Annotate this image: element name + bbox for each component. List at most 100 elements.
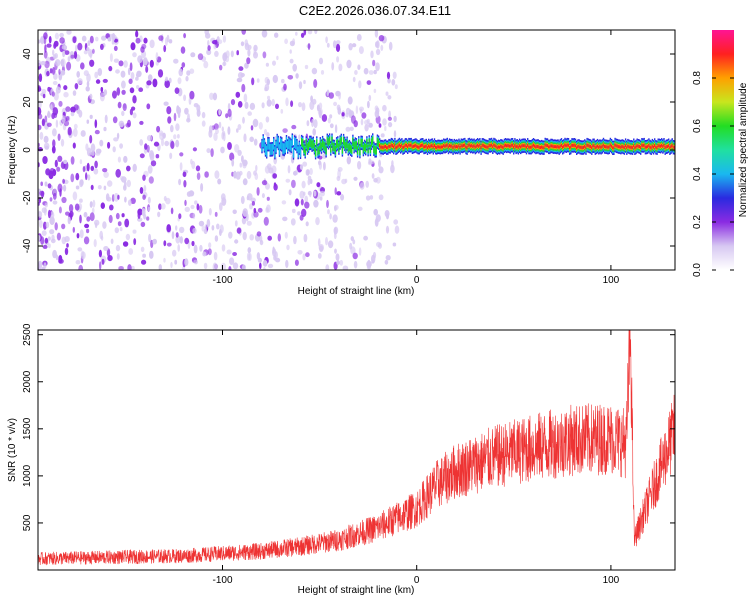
spectrogram-cell xyxy=(488,143,490,147)
spectrogram-cell xyxy=(219,202,223,211)
spectrogram-cell xyxy=(212,262,218,270)
spectrogram-cell xyxy=(50,104,53,111)
spectrogram-cell xyxy=(393,130,397,138)
spectrogram-cell xyxy=(394,225,400,234)
spectrogram-cell xyxy=(514,143,516,147)
spectrogram-cell xyxy=(339,138,341,147)
spectrogram-cell xyxy=(623,146,626,150)
spectrogram-cell xyxy=(163,240,167,247)
spectrogram-cell xyxy=(225,50,230,58)
spectrogram-cell xyxy=(532,143,535,147)
spectrogram-cell xyxy=(211,225,215,231)
spectrogram-cell xyxy=(47,209,51,219)
spectrogram-cell xyxy=(415,144,417,147)
spectrogram-cell xyxy=(131,265,135,270)
spectrogram-cell xyxy=(303,30,307,36)
spectrogram-cell xyxy=(285,259,289,269)
spectrogram-cell xyxy=(105,193,110,201)
spectrogram-cell xyxy=(574,144,577,148)
spectrogram-cell xyxy=(462,144,465,147)
spectrogram-cell xyxy=(86,80,90,88)
spectrogram-cell xyxy=(253,48,257,55)
spectrogram-cell xyxy=(557,145,559,148)
spectrogram-cell xyxy=(95,79,101,84)
spectrogram-cell xyxy=(94,71,99,79)
spectrogram-cell xyxy=(309,178,313,184)
spectrogram-cell xyxy=(391,79,396,86)
spectrogram-cell xyxy=(171,231,175,240)
spectrogram-cell xyxy=(585,146,587,150)
spectrogram-cell xyxy=(206,219,211,228)
spectrogram-cell xyxy=(178,178,182,186)
spectrogram-cell xyxy=(624,144,627,148)
spectrogram-cell xyxy=(81,251,86,260)
spectrogram-cell xyxy=(287,165,291,174)
spectrogram-cell xyxy=(51,145,56,154)
spectrogram-cell xyxy=(393,115,397,123)
spectrogram-cell xyxy=(358,139,360,148)
spectrogram-cell xyxy=(57,155,63,162)
spectrogram-cell xyxy=(170,124,174,133)
spectrogram-cell xyxy=(306,120,310,127)
spectrogram-cell xyxy=(341,178,347,185)
spectrogram-cell xyxy=(79,214,82,224)
spectrogram-cell xyxy=(314,148,317,157)
spectrogram-cell xyxy=(256,187,260,196)
spectrogram-cell xyxy=(472,145,474,148)
spectrogram-cell xyxy=(252,118,259,128)
spectrogram-cell xyxy=(513,145,515,149)
spectrogram-cell xyxy=(214,50,219,58)
spectrogram-cell xyxy=(375,48,381,56)
spectrogram-cell xyxy=(318,109,322,119)
spectrogram-cell xyxy=(374,146,376,155)
spectrogram-cell xyxy=(525,145,528,149)
spectrogram-cell xyxy=(342,265,349,270)
spectrogram-cell xyxy=(229,152,235,161)
spectrogram-cell xyxy=(414,144,416,148)
spectrogram-cell xyxy=(588,144,591,148)
snr-series-line xyxy=(38,330,675,566)
spectrogram-cell xyxy=(135,76,139,81)
spectrogram-cell xyxy=(162,132,166,139)
spectrogram-cell xyxy=(261,140,263,152)
spectrogram-cell xyxy=(480,146,482,150)
spectrogram-cell xyxy=(150,160,157,167)
spectrogram-cell xyxy=(295,138,297,149)
spectrogram-cell xyxy=(494,144,496,148)
spectrogram-cell xyxy=(380,133,385,138)
spectrogram-cell xyxy=(323,141,325,150)
spectrogram-cell xyxy=(140,221,146,228)
spectrogram-cell xyxy=(207,45,211,51)
spectrogram-cell xyxy=(305,221,309,227)
spectrogram-cell xyxy=(326,89,330,97)
spectrogram-cell xyxy=(119,226,123,232)
spectrogram-cell xyxy=(117,156,121,163)
spectrogram-cell xyxy=(264,83,270,92)
spectrogram-cell xyxy=(208,208,212,216)
spectrogram-cell xyxy=(271,143,274,155)
spectrogram-cell xyxy=(278,144,281,156)
spectrogram-cell xyxy=(437,145,439,149)
spectrogram-cell xyxy=(340,194,345,201)
spectrogram-cell xyxy=(273,138,275,150)
spectrogram-cell xyxy=(249,234,254,241)
snr-xlabel: Height of straight line (km) xyxy=(298,585,415,596)
spectrogram-xlabel: Height of straight line (km) xyxy=(298,286,415,297)
spectrogram-cell xyxy=(384,259,389,265)
spectrogram-cell xyxy=(102,221,107,229)
spectrogram-cell xyxy=(316,139,318,148)
spectrogram-cell xyxy=(38,59,42,67)
spectrogram-cell xyxy=(213,132,218,141)
spectrogram-cell xyxy=(266,145,268,157)
spectrogram-cell xyxy=(272,60,276,66)
spectrogram-cell xyxy=(378,159,381,168)
spectrogram-cell xyxy=(331,62,335,71)
spectrogram-cell xyxy=(647,145,649,149)
spectrogram-cell xyxy=(336,56,340,63)
spectrogram-cell xyxy=(44,115,48,123)
spectrogram-cell xyxy=(190,52,196,58)
chart-title: C2E2.2026.036.07.34.E11 xyxy=(298,3,452,18)
spectrogram-cell xyxy=(594,146,596,150)
spectrogram-cell xyxy=(586,143,588,147)
spectrogram-cell xyxy=(139,120,144,125)
